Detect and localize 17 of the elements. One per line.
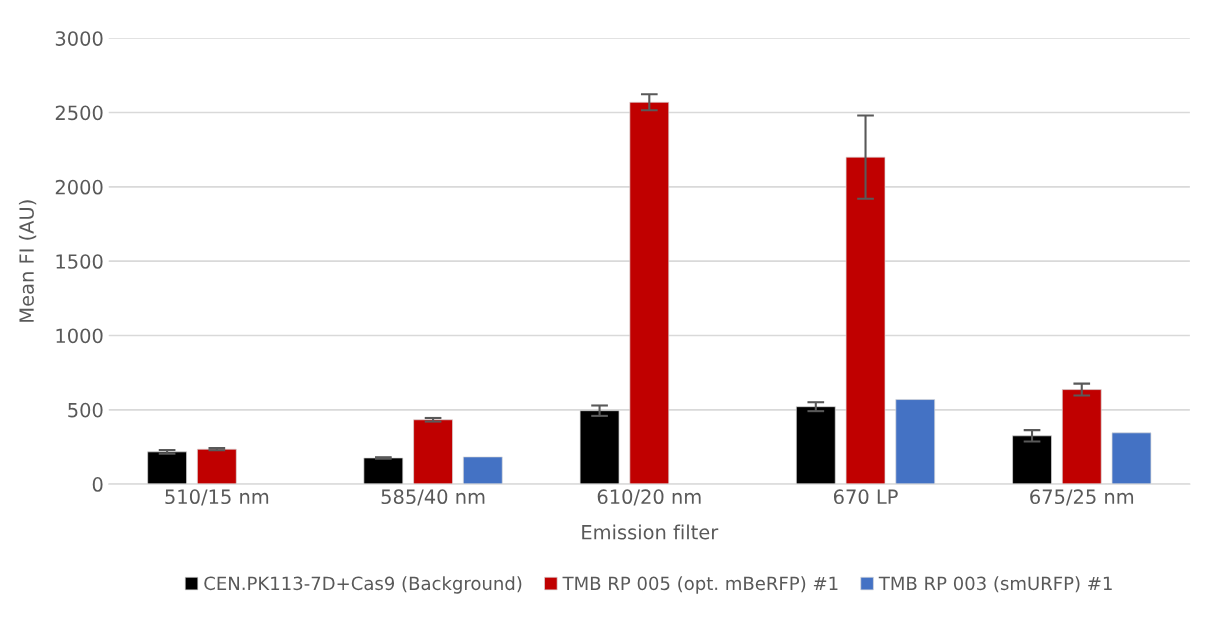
y-tick-label: 0 bbox=[92, 477, 103, 492]
legend-label: CEN.PK113-7D+Cas9 (Background) bbox=[204, 576, 522, 594]
x-tick-label: 510/15 nm bbox=[165, 489, 269, 506]
y-tick-label: 2500 bbox=[55, 105, 103, 121]
x-tick-label: 675/25 nm bbox=[1030, 489, 1134, 506]
x-tick-label: 610/20 nm bbox=[597, 489, 701, 506]
x-tick-label: 670 LP bbox=[833, 489, 898, 505]
x-axis-title: Emission filter bbox=[582, 524, 719, 540]
x-tick-label: 585/40 nm bbox=[381, 489, 485, 506]
y-tick-label: 1000 bbox=[56, 328, 103, 344]
y-axis-title: Mean FI (AU) bbox=[18, 200, 37, 322]
legend-label: TMB RP 005 (opt. mBeRFP) #1 bbox=[562, 576, 838, 594]
legend-label: TMB RP 003 (smURFP) #1 bbox=[878, 576, 1112, 593]
y-tick-label: 1500 bbox=[56, 254, 103, 269]
y-tick-label: 500 bbox=[68, 402, 103, 418]
y-tick-label: 2000 bbox=[55, 179, 103, 195]
y-tick-label: 3000 bbox=[55, 31, 103, 46]
